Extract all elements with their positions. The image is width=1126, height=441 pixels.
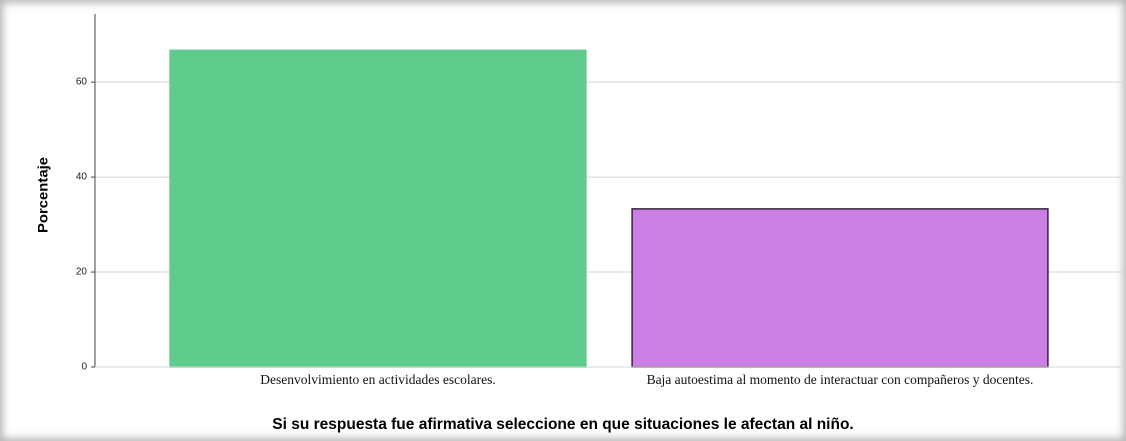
chart-title: Si su respuesta fue afirmativa seleccion…: [272, 416, 853, 433]
bar: [631, 208, 1049, 368]
bar: [169, 49, 587, 368]
y-tick-label: 20: [76, 267, 88, 278]
y-tick-label: 40: [76, 172, 88, 183]
x-tick-label: Desenvolvimiento en actividades escolare…: [260, 372, 496, 387]
y-tick-label: 60: [76, 77, 88, 88]
y-tick-label: 0: [81, 362, 87, 373]
y-axis-label: Porcentaje: [35, 157, 51, 233]
x-tick-label: Baja autoestima al momento de interactua…: [646, 372, 1034, 387]
